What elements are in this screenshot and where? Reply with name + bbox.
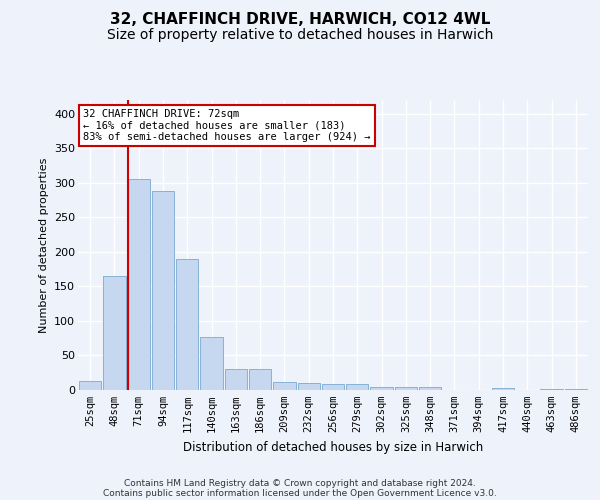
Text: Contains public sector information licensed under the Open Government Licence v3: Contains public sector information licen…	[103, 488, 497, 498]
Bar	[273, 382, 296, 390]
Bar	[419, 387, 442, 390]
Bar	[176, 259, 199, 390]
Bar	[492, 388, 514, 390]
Bar	[249, 368, 271, 390]
Bar	[224, 368, 247, 390]
Bar	[200, 337, 223, 390]
Text: Size of property relative to detached houses in Harwich: Size of property relative to detached ho…	[107, 28, 493, 42]
Text: Contains HM Land Registry data © Crown copyright and database right 2024.: Contains HM Land Registry data © Crown c…	[124, 478, 476, 488]
Bar	[128, 180, 150, 390]
Bar	[152, 191, 174, 390]
Bar	[79, 381, 101, 390]
Bar	[370, 386, 393, 390]
Bar	[103, 276, 125, 390]
Bar	[395, 386, 417, 390]
Y-axis label: Number of detached properties: Number of detached properties	[38, 158, 49, 332]
Bar	[541, 388, 563, 390]
Bar	[298, 383, 320, 390]
X-axis label: Distribution of detached houses by size in Harwich: Distribution of detached houses by size …	[183, 440, 483, 454]
Text: 32, CHAFFINCH DRIVE, HARWICH, CO12 4WL: 32, CHAFFINCH DRIVE, HARWICH, CO12 4WL	[110, 12, 490, 28]
Bar	[565, 388, 587, 390]
Bar	[322, 384, 344, 390]
Text: 32 CHAFFINCH DRIVE: 72sqm
← 16% of detached houses are smaller (183)
83% of semi: 32 CHAFFINCH DRIVE: 72sqm ← 16% of detac…	[83, 108, 371, 142]
Bar	[346, 384, 368, 390]
